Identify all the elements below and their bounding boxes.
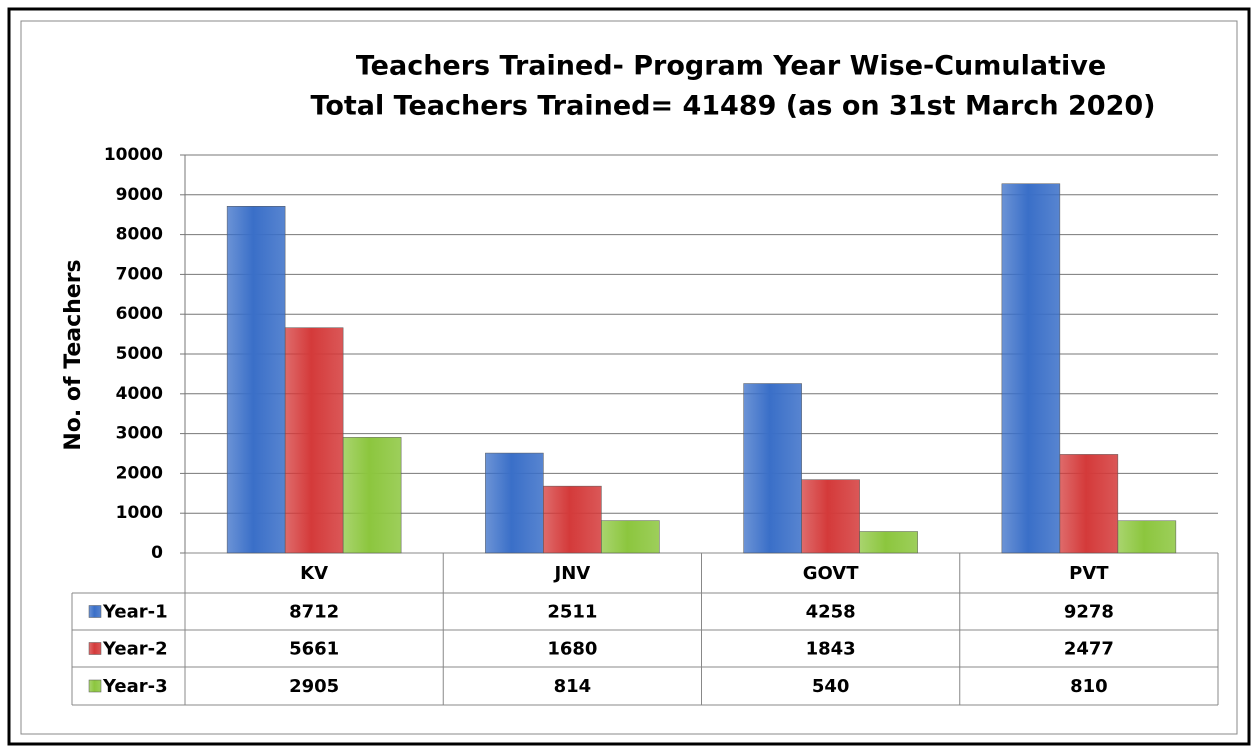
table-value: 2905 xyxy=(289,676,339,697)
y-tick-label: 0 xyxy=(151,543,163,563)
bar xyxy=(601,520,660,554)
table-value: 810 xyxy=(1070,676,1108,697)
table-value: 540 xyxy=(812,676,850,697)
bar xyxy=(342,437,402,554)
bar xyxy=(1059,454,1119,554)
bar xyxy=(801,479,860,554)
bar xyxy=(226,206,286,554)
legend-label: Year-3 xyxy=(102,676,168,697)
table-value: 814 xyxy=(554,676,592,697)
table-value: 2477 xyxy=(1064,639,1114,660)
table-value: 9278 xyxy=(1064,602,1114,623)
x-tick-label: KV xyxy=(300,563,328,584)
x-tick-label: GOVT xyxy=(803,563,860,584)
y-tick-label: 1000 xyxy=(116,503,163,523)
y-tick-label: 7000 xyxy=(116,264,163,284)
table-value: 1843 xyxy=(806,639,856,660)
table-value: 2511 xyxy=(547,602,597,623)
y-tick-label: 6000 xyxy=(116,304,163,324)
table-value: 5661 xyxy=(289,639,339,660)
bar xyxy=(743,383,802,554)
legend-label: Year-2 xyxy=(102,639,168,660)
chart-subtitle: Total Teachers Trained= 41489 (as on 31s… xyxy=(311,91,1156,122)
x-tick-label: JNV xyxy=(553,563,591,584)
x-tick-label: PVT xyxy=(1069,563,1109,584)
outer-border xyxy=(7,7,1251,746)
legend-swatch xyxy=(88,605,102,618)
y-axis-label: No. of Teachers xyxy=(61,259,86,450)
bar xyxy=(543,485,602,554)
y-tick-label: 3000 xyxy=(116,424,163,444)
y-tick-label: 10000 xyxy=(104,145,163,165)
y-tick-label: 9000 xyxy=(116,185,163,205)
legend-label: Year-1 xyxy=(102,602,168,623)
table-value: 8712 xyxy=(289,602,339,623)
table-value: 1680 xyxy=(547,639,597,660)
y-tick-label: 4000 xyxy=(116,384,163,404)
chart-title: Teachers Trained- Program Year Wise-Cumu… xyxy=(356,51,1106,82)
legend-swatch xyxy=(88,679,102,693)
bar xyxy=(859,531,918,554)
bar xyxy=(1117,520,1177,554)
y-tick-label: 5000 xyxy=(116,344,163,364)
table-value: 4258 xyxy=(806,602,856,623)
chart-border xyxy=(20,20,1238,735)
y-tick-label: 8000 xyxy=(116,225,163,245)
bar xyxy=(1001,183,1061,554)
legend-swatch xyxy=(88,642,102,655)
y-tick-label: 2000 xyxy=(116,463,163,483)
bar xyxy=(284,327,344,554)
bar xyxy=(485,452,544,554)
